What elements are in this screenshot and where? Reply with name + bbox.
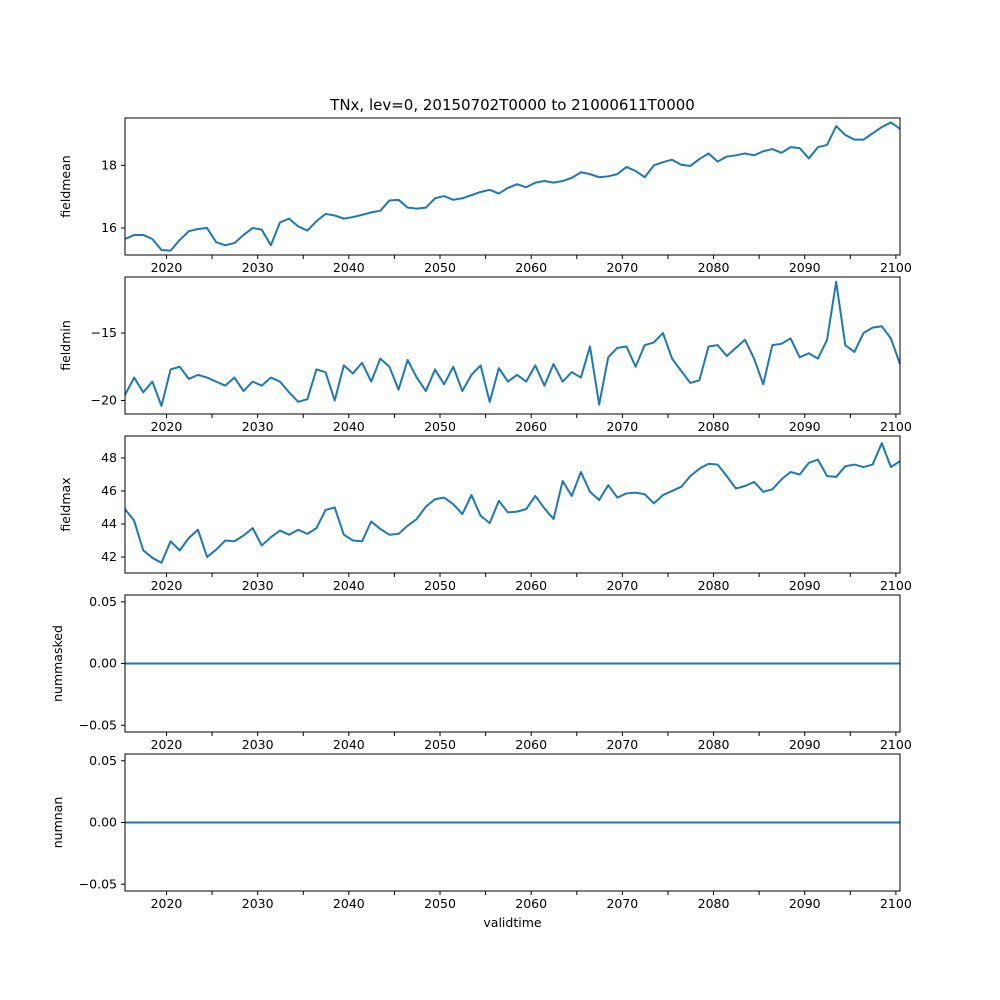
subplot-fieldmean [121, 117, 901, 259]
x-tick-label: 2070 [606, 419, 638, 434]
y-tick-label: 18 [101, 158, 117, 173]
x-tick-label: 2030 [242, 896, 274, 911]
x-tick-label: 2070 [606, 896, 638, 911]
x-tick-label: 2100 [880, 896, 912, 911]
x-tick-label: 2100 [880, 260, 912, 275]
x-tick-label: 2050 [424, 578, 456, 593]
y-axis-label-nummasked: nummasked [50, 625, 65, 702]
y-tick-label: 42 [101, 549, 117, 564]
x-tick-label: 2020 [151, 578, 183, 593]
y-axis-label-fieldmean: fieldmean [58, 155, 73, 217]
axes-frame [124, 435, 901, 574]
subplot-numnan [121, 753, 901, 895]
y-tick-label: −0.05 [79, 876, 117, 891]
x-tick-label: 2030 [242, 578, 274, 593]
x-tick-label: 2060 [515, 419, 547, 434]
x-tick-label: 2060 [515, 896, 547, 911]
x-tick-label: 2040 [333, 896, 365, 911]
x-tick-label: 2040 [333, 578, 365, 593]
x-tick-label: 2060 [515, 737, 547, 752]
x-tick-label: 2030 [242, 419, 274, 434]
x-tick-label: 2090 [789, 737, 821, 752]
x-tick-label: 2100 [880, 419, 912, 434]
x-tick-label: 2040 [333, 737, 365, 752]
axes-frame [124, 276, 901, 415]
x-tick-label: 2090 [789, 578, 821, 593]
x-tick-label: 2040 [333, 419, 365, 434]
x-tick-label: 2020 [151, 260, 183, 275]
x-tick-label: 2060 [515, 578, 547, 593]
x-axis-label: validtime [483, 915, 542, 930]
x-tick-label: 2020 [151, 896, 183, 911]
y-tick-label: 0.00 [89, 815, 117, 830]
x-tick-label: 2080 [698, 419, 730, 434]
x-tick-label: 2020 [151, 419, 183, 434]
y-tick-label: 0.00 [89, 656, 117, 671]
y-axis-label-fieldmin: fieldmin [58, 320, 73, 371]
x-tick-label: 2030 [242, 260, 274, 275]
subplot-fieldmin [121, 276, 901, 418]
x-tick-label: 2080 [698, 737, 730, 752]
y-tick-label: 0.05 [89, 594, 117, 609]
x-tick-label: 2080 [698, 260, 730, 275]
y-axis-label-fieldmax: fieldmax [58, 477, 73, 531]
x-tick-label: 2090 [789, 260, 821, 275]
y-axis-label-numnan: numnan [50, 797, 65, 849]
y-tick-label: 0.05 [89, 753, 117, 768]
subplot-fieldmax [121, 435, 901, 577]
x-tick-label: 2090 [789, 419, 821, 434]
y-tick-label: 46 [101, 483, 117, 498]
fieldmean-line [124, 121, 901, 252]
axes-frame [124, 117, 901, 256]
y-tick-label: 48 [101, 450, 117, 465]
x-tick-label: 2100 [880, 578, 912, 593]
subplot-nummasked [121, 594, 901, 736]
x-tick-label: 2060 [515, 260, 547, 275]
x-tick-label: 2080 [698, 896, 730, 911]
x-tick-label: 2040 [333, 260, 365, 275]
figure-title: TNx, lev=0, 20150702T0000 to 21000611T00… [330, 96, 695, 114]
x-tick-label: 2050 [424, 419, 456, 434]
x-tick-label: 2100 [880, 737, 912, 752]
x-tick-label: 2020 [151, 737, 183, 752]
x-tick-label: 2050 [424, 896, 456, 911]
x-tick-label: 2090 [789, 896, 821, 911]
x-tick-label: 2070 [606, 578, 638, 593]
x-tick-label: 2070 [606, 260, 638, 275]
x-tick-label: 2030 [242, 737, 274, 752]
y-tick-label: 16 [101, 220, 117, 235]
y-tick-label: −0.05 [79, 717, 117, 732]
y-tick-label: 44 [101, 516, 117, 531]
x-tick-label: 2070 [606, 737, 638, 752]
fieldmin-line [124, 280, 901, 407]
x-tick-label: 2050 [424, 737, 456, 752]
fieldmax-line [124, 442, 901, 564]
x-tick-label: 2050 [424, 260, 456, 275]
y-tick-label: −20 [91, 393, 117, 408]
y-tick-label: −15 [91, 325, 117, 340]
x-tick-label: 2080 [698, 578, 730, 593]
